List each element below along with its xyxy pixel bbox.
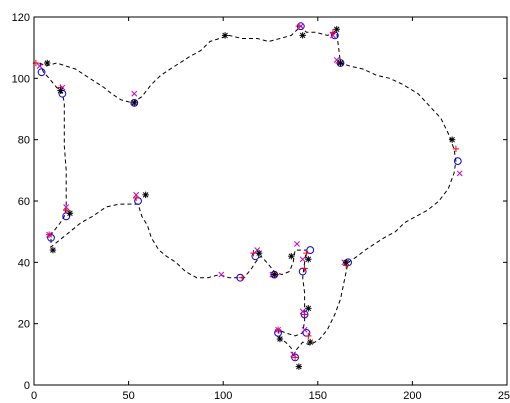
marker-plus-11 [250,249,257,257]
y-tick-label: 100 [12,73,30,85]
y-tick-label: 80 [18,135,30,147]
marker-plus-8 [132,194,140,202]
marker-asterisk-12 [271,271,278,278]
marker-asterisk-5 [337,59,344,67]
marker-plus-10 [238,274,246,281]
marker-layer [32,22,463,370]
outline-path [39,25,457,360]
marker-asterisk-8 [142,191,149,199]
y-tick-label: 40 [18,257,30,269]
x-tick-label: 200 [403,390,421,402]
marker-circle-2 [130,98,139,107]
x-tick-label: 0 [31,390,37,402]
tick-layer: 0 50 100 150 200 250 0 20 40 60 80 100 120 [12,12,510,402]
marker-plus-4 [329,29,337,36]
marker-x-18 [275,326,282,333]
marker-circle-6 [453,157,462,166]
marker-x-16 [299,308,306,315]
marker-circle-19 [291,353,299,362]
marker-asterisk-0 [44,59,51,67]
y-tick-label: 0 [24,380,30,392]
x-tick-label: 250 [498,390,510,402]
marker-asterisk-17 [307,338,314,346]
marker-asterisk-11 [255,249,263,257]
marker-asterisk-13 [288,253,295,260]
x-tick-label: 100 [214,390,232,402]
marker-x-4 [329,32,336,39]
plot-frame [33,16,508,386]
marker-x-17 [301,326,308,333]
marker-x-10 [218,271,225,278]
marker-x-2 [131,90,138,97]
marker-x-3 [297,23,304,30]
marker-circle-0 [37,68,46,77]
marker-plus-13 [301,265,308,272]
marker-x-9 [46,231,53,238]
marker-x-8 [133,191,140,198]
marker-asterisk-7 [66,210,74,217]
marker-asterisk-3 [299,32,306,39]
marker-plus-6 [452,145,460,153]
plot-background [34,17,507,385]
marker-asterisk-2 [131,99,138,107]
marker-plus-7 [62,207,70,214]
marker-plus-17 [305,332,312,340]
x-tick-label: 150 [309,390,327,402]
marker-plus-16 [301,311,308,318]
outline-layer [39,25,457,360]
marker-x-5 [333,56,340,63]
marker-x-6 [456,170,463,177]
y-tick-label: 60 [18,196,30,208]
marker-asterisk-14 [305,256,312,263]
marker-x-13 [294,240,300,247]
x-tick-label: 50 [122,390,134,402]
marker-plus-19 [291,354,299,361]
marker-plus-14 [303,249,310,257]
marker-x-0 [36,63,43,70]
marker-asterisk-15 [342,259,350,266]
marker-x-7 [63,204,70,211]
y-tick-label: 120 [12,12,30,24]
marker-asterisk-19 [295,363,303,370]
marker-asterisk-6 [448,136,456,143]
marker-asterisk-4 [333,26,340,33]
marker-asterisk-1 [57,87,64,94]
marker-x-19 [290,351,297,358]
marker-x-14 [299,256,306,263]
y-tick-label: 20 [18,319,30,331]
marker-asterisk-9 [49,246,57,254]
marker-asterisk-18 [276,335,284,343]
marker-asterisk-16 [305,305,312,312]
marker-circle-16 [300,310,309,319]
marker-asterisk-10 [221,32,229,39]
